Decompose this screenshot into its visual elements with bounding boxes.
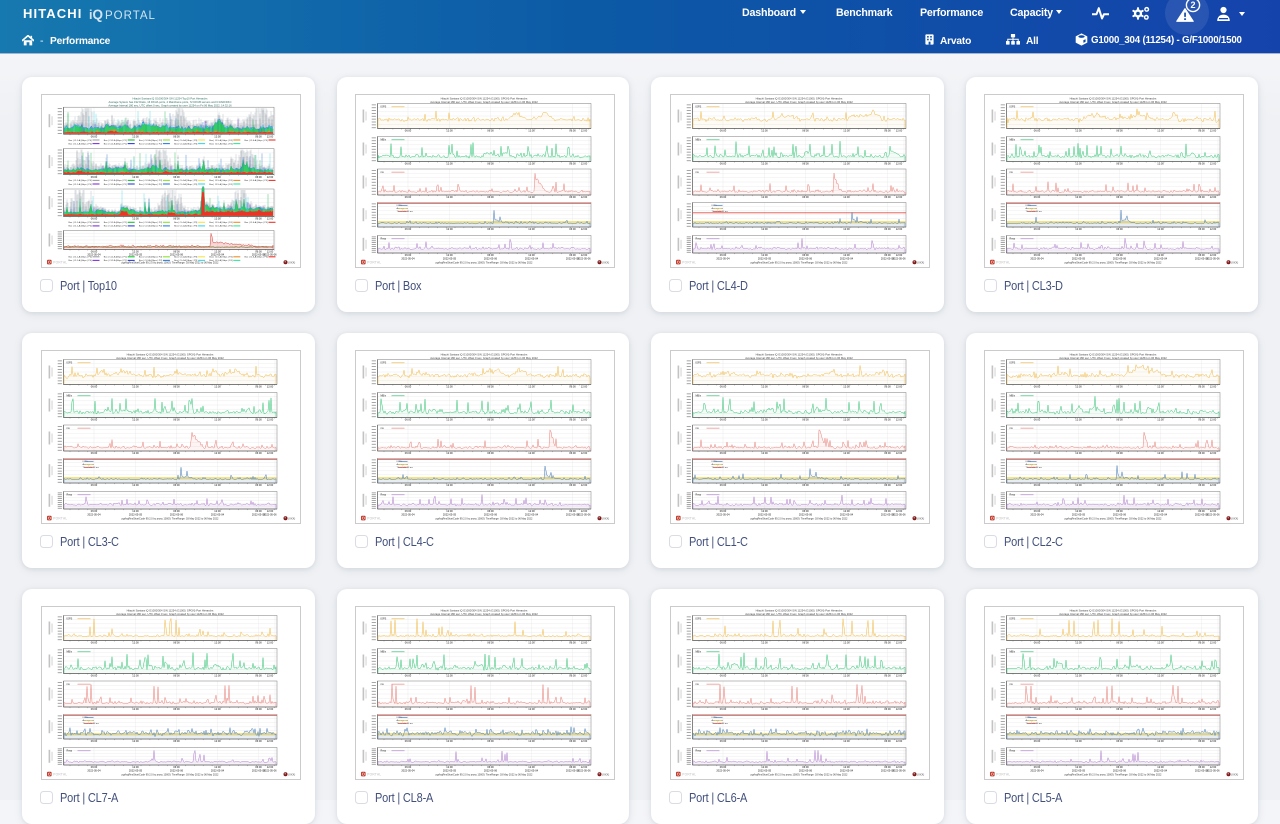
svg-text:06:00: 06:00	[173, 216, 180, 220]
svg-text:Box | CL2-A [Gbps | P1]: Box | CL2-A [Gbps | P1]	[103, 179, 127, 182]
svg-text:12:00: 12:00	[266, 174, 273, 178]
svg-text:Box | CL3-A [Gbps | P2]: Box | CL3-A [Gbps | P2]	[138, 224, 162, 227]
svg-text:Box | CL1-A [Gbps | P0]: Box | CL1-A [Gbps | P0]	[68, 182, 92, 185]
svg-text:Box | CL5-A [Gbps | P4]: Box | CL5-A [Gbps | P4]	[209, 138, 233, 141]
svg-text:06:00: 06:00	[255, 134, 262, 138]
svg-text:Box | CL1-A [Gbps | P0]: Box | CL1-A [Gbps | P0]	[68, 221, 92, 224]
svg-text:Box | CL5-A [Gbps | P4]: Box | CL5-A [Gbps | P4]	[209, 179, 233, 182]
svg-text:12:00: 12:00	[132, 174, 139, 178]
svg-text:Box | CL5-A [Gbps | P4]: Box | CL5-A [Gbps | P4]	[209, 182, 233, 185]
svg-text:PORTAL: PORTAL	[53, 260, 67, 264]
svg-text:Box | CL1-A [Gbps | P0]: Box | CL1-A [Gbps | P0]	[68, 255, 92, 258]
svg-text:12:00: 12:00	[214, 216, 221, 220]
svg-text:12:00: 12:00	[132, 249, 139, 253]
svg-text:Average Interval 180 sec, UTC: Average Interval 180 sec, UTC offset 0 s…	[108, 103, 232, 107]
svg-text:Box | CL6-A [Gbps | P5]: Box | CL6-A [Gbps | P5]	[244, 179, 268, 182]
svg-text:Box | CL4-A [Gbps | P3]: Box | CL4-A [Gbps | P3]	[174, 259, 198, 262]
svg-text:Box | CL2-A [Gbps | P1]: Box | CL2-A [Gbps | P1]	[103, 259, 127, 262]
svg-text:Box | CL5-A [Gbps | P4]: Box | CL5-A [Gbps | P4]	[209, 259, 233, 262]
svg-text:Box | CL5-A [Gbps | P4]: Box | CL5-A [Gbps | P4]	[209, 221, 233, 224]
svg-text:Box | CL3-A [Gbps | P2]: Box | CL3-A [Gbps | P2]	[138, 179, 162, 182]
svg-text:12:00: 12:00	[132, 134, 139, 138]
svg-text:Box | CL2-A [Gbps | P1]: Box | CL2-A [Gbps | P1]	[103, 224, 127, 227]
svg-text:Box | CL4-A [Gbps | P3]: Box | CL4-A [Gbps | P3]	[174, 142, 198, 145]
svg-text:Box | CL6-A [Gbps | P5]: Box | CL6-A [Gbps | P5]	[244, 138, 268, 141]
svg-text:06:00: 06:00	[90, 249, 97, 253]
svg-text:Box | CL2-A [Gbps | P1]: Box | CL2-A [Gbps | P1]	[103, 138, 127, 141]
svg-text:Box | CL4-A [Gbps | P3]: Box | CL4-A [Gbps | P3]	[174, 224, 198, 227]
svg-text:Box | CL1-A [Gbps | P0]: Box | CL1-A [Gbps | P0]	[68, 259, 92, 262]
svg-text:2022-05-05: 2022-05-05	[251, 252, 265, 256]
svg-text:Box | CL4-A [Gbps | P3]: Box | CL4-A [Gbps | P3]	[174, 255, 198, 258]
svg-text:(XXX): (XXX)	[288, 260, 295, 264]
svg-text:Box | CL3-A [Gbps | P2]: Box | CL3-A [Gbps | P2]	[138, 182, 162, 185]
svg-text:06:00: 06:00	[173, 134, 180, 138]
svg-text:Box | CL3-A [Gbps | P2]: Box | CL3-A [Gbps | P2]	[138, 138, 162, 141]
svg-text:12:00: 12:00	[132, 216, 139, 220]
svg-text:Box | CL1-A [Gbps | P0]: Box | CL1-A [Gbps | P0]	[68, 138, 92, 141]
svg-text:2: 2	[1190, 0, 1195, 10]
svg-text:Box | CL4-A [Gbps | P3]: Box | CL4-A [Gbps | P3]	[174, 182, 198, 185]
svg-text:Box | CL3-A [Gbps | P2]: Box | CL3-A [Gbps | P2]	[138, 259, 162, 262]
svg-text:06:00: 06:00	[255, 216, 262, 220]
svg-text:12:00: 12:00	[266, 249, 273, 253]
svg-text:2022-05-04: 2022-05-04	[87, 252, 101, 256]
svg-text:06:00: 06:00	[173, 174, 180, 178]
svg-text:Box | CL4-A [Gbps | P3]: Box | CL4-A [Gbps | P3]	[174, 221, 198, 224]
svg-text:06:00: 06:00	[173, 249, 180, 253]
svg-text:2022-05-06: 2022-05-06	[263, 252, 277, 256]
svg-text:Box | CL4-A [Gbps | P3]: Box | CL4-A [Gbps | P3]	[174, 179, 198, 182]
svg-text:Box | CL1-A [Gbps | P0]: Box | CL1-A [Gbps | P0]	[68, 142, 92, 145]
svg-text:Box | CL5-A [Gbps | P4]: Box | CL5-A [Gbps | P4]	[209, 224, 233, 227]
svg-text:Box | CL3-A [Gbps | P2]: Box | CL3-A [Gbps | P2]	[138, 221, 162, 224]
svg-text:Box | CL6-A [Gbps | P5]: Box | CL6-A [Gbps | P5]	[244, 221, 268, 224]
svg-text:Box | CL2-A [Gbps | P1]: Box | CL2-A [Gbps | P1]	[103, 182, 127, 185]
svg-text:Box | CL3-A [Gbps | P2]: Box | CL3-A [Gbps | P2]	[138, 255, 162, 258]
svg-text:12:00: 12:00	[266, 134, 273, 138]
svg-text:12:00: 12:00	[214, 249, 221, 253]
svg-text:pgAvgResShortCode 99.2.0 by pr: pgAvgResShortCode 99.2.0 by proxy 10009,…	[121, 261, 218, 264]
svg-text:Box | CL5-A [Gbps | P4]: Box | CL5-A [Gbps | P4]	[209, 142, 233, 145]
svg-text:Box | CL2-A [Gbps | P1]: Box | CL2-A [Gbps | P1]	[103, 142, 127, 145]
svg-text:Box | CL1-A [Gbps | P0]: Box | CL1-A [Gbps | P0]	[68, 179, 92, 182]
svg-text:2022-05-04: 2022-05-04	[210, 252, 224, 256]
svg-text:06:00: 06:00	[255, 174, 262, 178]
svg-text:2022-05-06: 2022-05-06	[169, 252, 183, 256]
svg-text:12:00: 12:00	[266, 216, 273, 220]
svg-text:06:00: 06:00	[90, 216, 97, 220]
svg-text:12:00: 12:00	[214, 134, 221, 138]
svg-text:2022-05-05: 2022-05-05	[128, 252, 142, 256]
svg-text:Average System has 192 Disks,: Average System has 192 Disks, 16 DKUA po…	[108, 100, 231, 104]
svg-text:06:00: 06:00	[90, 174, 97, 178]
svg-text:Box | CL5-A [Gbps | P4]: Box | CL5-A [Gbps | P4]	[209, 255, 233, 258]
svg-text:Box | CL6-A [Gbps | P5]: Box | CL6-A [Gbps | P5]	[244, 255, 268, 258]
svg-text:Box | CL4-A [Gbps | P3]: Box | CL4-A [Gbps | P3]	[174, 138, 198, 141]
svg-text:06:00: 06:00	[90, 134, 97, 138]
svg-text:06:00: 06:00	[255, 249, 262, 253]
svg-text:Box | CL2-A [Gbps | P1]: Box | CL2-A [Gbps | P1]	[103, 221, 127, 224]
svg-text:Box | CL2-A [Gbps | P1]: Box | CL2-A [Gbps | P1]	[103, 255, 127, 258]
svg-text:Box | CL3-A [Gbps | P2]: Box | CL3-A [Gbps | P2]	[138, 142, 162, 145]
svg-text:Box | CL1-A [Gbps | P0]: Box | CL1-A [Gbps | P0]	[68, 224, 92, 227]
svg-text:Hitachi Santara iQ G1000/304 S: Hitachi Santara iQ G1000/304 S/N 11254 T…	[132, 96, 208, 100]
svg-text:12:00: 12:00	[214, 174, 221, 178]
